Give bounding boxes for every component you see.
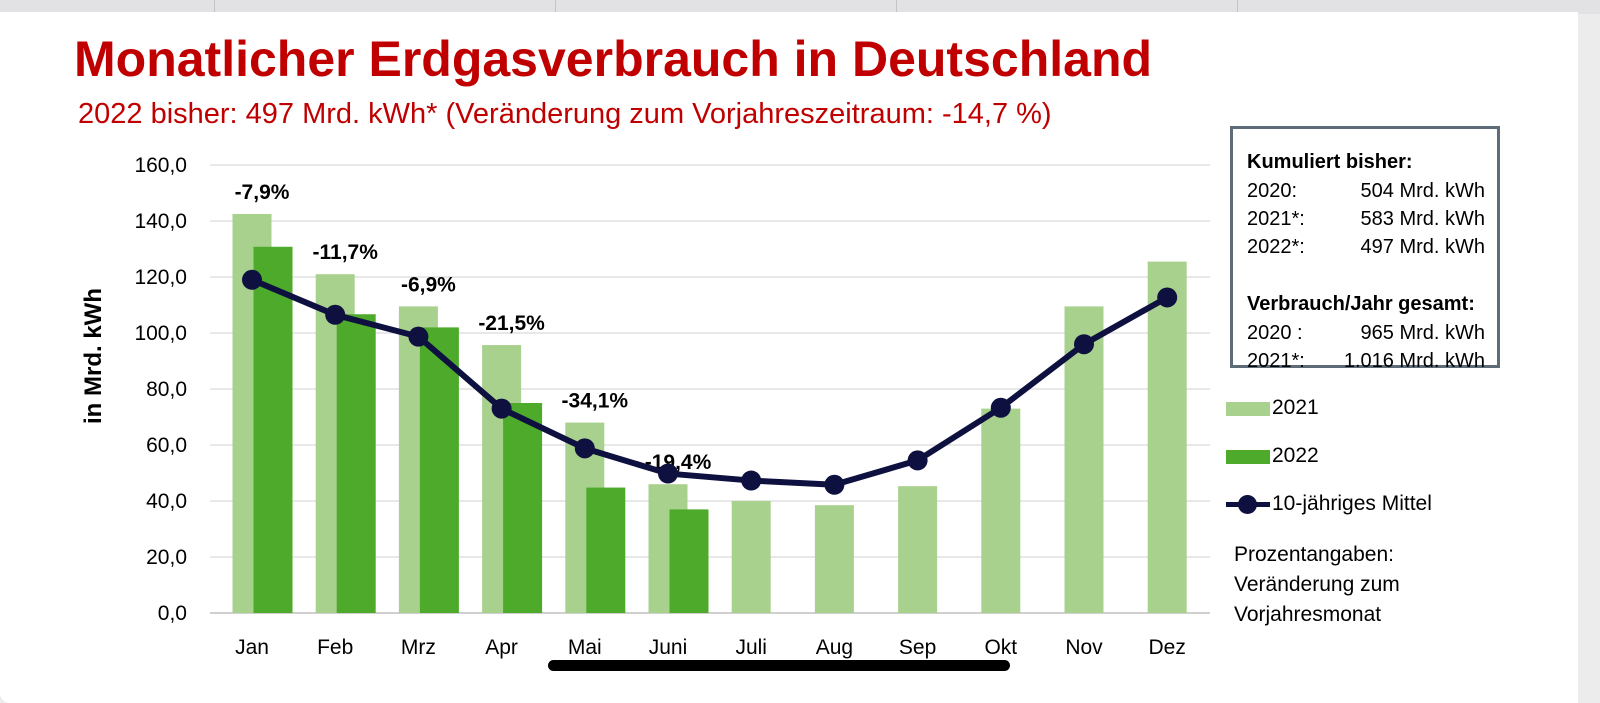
x-tick-label: Juli	[735, 636, 767, 659]
cumulative-info-box: Kumuliert bisher: 2020: 504 Mrd. kWh 202…	[1230, 126, 1500, 372]
y-tick-label: 60,0	[146, 434, 187, 457]
cumulative-value: 504 Mrd. kWh	[1360, 180, 1485, 202]
note-line: Prozentangaben:	[1234, 543, 1394, 566]
percent-change-label: -6,9%	[401, 273, 456, 296]
legend-label-2022: 2022	[1272, 444, 1319, 467]
x-tick-label: Mrz	[401, 636, 436, 659]
tab-divider	[896, 0, 897, 12]
average-point	[658, 463, 678, 484]
percent-change-label: -11,7%	[313, 241, 379, 264]
average-point	[408, 326, 429, 347]
x-tick-label: Feb	[317, 636, 353, 659]
cumulative-year: 2020:	[1247, 180, 1298, 202]
annual-year: 2020 :	[1247, 322, 1303, 344]
average-point	[1074, 334, 1094, 355]
bar-2022	[419, 327, 459, 613]
y-tick-label: 80,0	[146, 378, 187, 401]
average-point	[907, 450, 928, 471]
average-point	[1157, 287, 1178, 308]
percent-change-label: -34,1%	[562, 390, 629, 413]
x-tick-label: Apr	[485, 636, 518, 659]
legend-marker-average	[1238, 495, 1257, 514]
y-axis-label: in Mrd. kWh	[80, 288, 107, 424]
bar-2022	[253, 246, 293, 613]
legend-swatch-2021	[1226, 402, 1270, 416]
legend-item-2022: 2022	[1226, 442, 1526, 470]
note-line: Vorjahresmonat	[1234, 603, 1382, 626]
annual-value: 1.016 Mrd. kWh	[1343, 350, 1485, 372]
x-tick-label: Juni	[649, 636, 688, 659]
chart-subtitle: 2022 bisher: 497 Mrd. kWh* (Veränderung …	[78, 98, 1052, 130]
cumulative-value: 583 Mrd. kWh	[1360, 208, 1485, 230]
average-point	[741, 470, 762, 491]
legend-item-2021: 2021	[1226, 394, 1526, 422]
tab-divider	[214, 0, 215, 12]
tab-divider	[555, 0, 556, 12]
y-tick-label: 20,0	[146, 546, 187, 569]
note-line: Veränderung zum	[1234, 573, 1400, 596]
cumulative-year: 2021*:	[1247, 208, 1305, 230]
average-line	[250, 277, 1169, 488]
x-tick-label: Aug	[816, 636, 853, 659]
y-tick-label: 100,0	[134, 322, 187, 345]
legend-label-average: 10-jähriges Mittel	[1272, 492, 1432, 515]
average-point	[491, 398, 512, 419]
legend-label-2021: 2021	[1272, 396, 1319, 419]
legend-swatch-2022	[1226, 450, 1270, 464]
percent-change-label: -21,5%	[478, 312, 545, 335]
legend-item-average: 10-jähriges Mittel	[1226, 490, 1526, 518]
x-tick-label: Dez	[1149, 636, 1186, 659]
cumulative-value: 497 Mrd. kWh	[1360, 236, 1485, 258]
annual-year: 2021*:	[1247, 350, 1305, 372]
cumulative-heading: Kumuliert bisher:	[1247, 151, 1413, 173]
cumulative-year: 2022*:	[1247, 236, 1305, 258]
bar-2021	[898, 486, 938, 613]
y-tick-label: 40,0	[146, 490, 187, 513]
percentage-note: Prozentangaben: Veränderung zum Vorjahre…	[1234, 540, 1474, 630]
browser-tab-strip	[0, 0, 1600, 14]
x-tick-label: Jan	[235, 636, 269, 659]
bar-2021	[731, 501, 771, 613]
average-point	[574, 438, 595, 459]
tab-divider	[1237, 0, 1238, 12]
average-point	[824, 474, 845, 495]
y-tick-label: 120,0	[134, 266, 187, 289]
average-point	[990, 397, 1011, 418]
x-tick-label: Nov	[1065, 636, 1103, 659]
average-point	[242, 269, 262, 290]
slide-canvas: Monatlicher Erdgasverbrauch in Deutschla…	[0, 12, 1578, 703]
bar-2021	[981, 408, 1021, 613]
home-indicator	[548, 660, 1010, 671]
x-tick-label: Sep	[899, 636, 936, 659]
chart-legend: 2021 2022 10-jähriges Mittel	[1226, 394, 1526, 524]
y-tick-label: 140,0	[134, 210, 187, 233]
y-tick-label: 0,0	[158, 602, 187, 625]
y-tick-label: 160,0	[134, 154, 187, 177]
annual-heading: Verbrauch/Jahr gesamt:	[1247, 293, 1475, 315]
annual-value: 965 Mrd. kWh	[1360, 322, 1485, 344]
bar-2022	[503, 403, 543, 613]
bar-2021	[814, 505, 854, 613]
bar-2022	[586, 487, 626, 613]
bar-2022	[336, 314, 376, 613]
percent-change-label: -7,9%	[235, 181, 290, 204]
x-tick-label: Mai	[568, 636, 602, 659]
bar-2022	[669, 509, 709, 613]
x-tick-label: Okt	[984, 636, 1017, 659]
chart-title: Monatlicher Erdgasverbrauch in Deutschla…	[74, 31, 1153, 87]
average-point	[325, 304, 346, 325]
bar-2021	[1147, 261, 1187, 613]
